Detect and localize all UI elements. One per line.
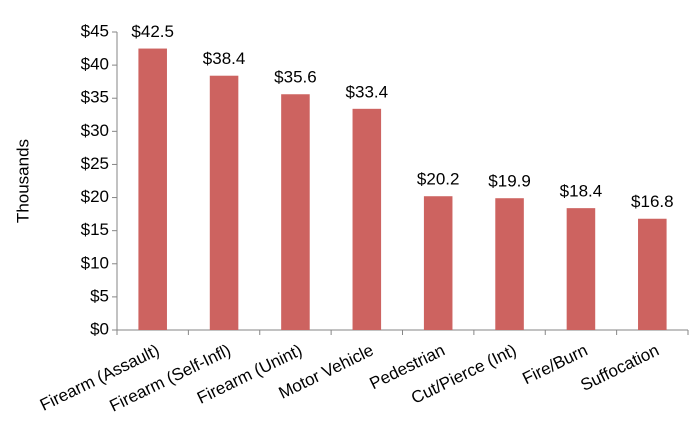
x-tick-label: Firearm (Assault) (37, 341, 162, 415)
bar (352, 108, 382, 330)
y-tick-label: $35 (81, 88, 109, 107)
y-tick-label: $15 (81, 220, 109, 239)
bar (566, 208, 596, 330)
value-label: $20.2 (417, 170, 460, 189)
value-label: $42.5 (131, 22, 174, 41)
bar (495, 198, 524, 330)
y-tick-label: $25 (81, 154, 109, 173)
y-tick-label: $20 (81, 187, 109, 206)
bar (423, 196, 453, 330)
y-tick-label: $5 (90, 286, 109, 305)
y-axis-label: Thousands (13, 139, 32, 223)
x-tick-label: Suffocation (578, 341, 663, 395)
y-tick-label: $45 (81, 21, 109, 40)
bar (209, 75, 239, 330)
bar (138, 48, 167, 331)
x-tick-label: Firearm (Self-Infl) (107, 341, 234, 416)
value-label: $19.9 (488, 172, 531, 191)
value-label: $18.4 (560, 182, 603, 201)
bar (638, 218, 667, 330)
value-label: $33.4 (346, 82, 389, 101)
y-tick-label: $30 (81, 121, 109, 140)
y-tick-label: $10 (81, 253, 109, 272)
value-label: $16.8 (631, 192, 674, 211)
value-label: $38.4 (203, 49, 246, 68)
y-tick-label: $0 (90, 319, 109, 338)
value-label: $35.6 (274, 68, 317, 87)
y-tick-label: $40 (81, 55, 109, 74)
bar (281, 94, 310, 330)
